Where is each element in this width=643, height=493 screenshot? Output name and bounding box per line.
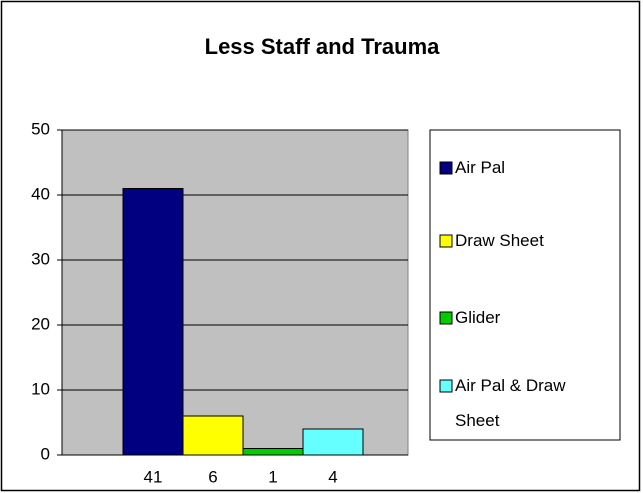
y-tick-label: 0 xyxy=(41,444,50,463)
legend-swatch xyxy=(439,311,453,325)
y-tick-label: 10 xyxy=(31,379,50,398)
y-tick-label: 50 xyxy=(31,119,50,138)
x-tick-label: 1 xyxy=(268,467,277,486)
legend-swatch xyxy=(439,379,453,393)
x-tick-label: 41 xyxy=(144,467,163,486)
legend-swatch xyxy=(439,234,453,248)
y-tick-label: 20 xyxy=(31,314,50,333)
legend-box xyxy=(429,129,621,441)
y-tick-label: 30 xyxy=(31,249,50,268)
plot-area xyxy=(61,129,409,456)
chart-title: Less Staff and Trauma xyxy=(205,34,441,59)
x-tick-label: 4 xyxy=(328,467,337,486)
x-tick-label: 6 xyxy=(208,467,217,486)
bar xyxy=(122,188,184,456)
legend-swatch xyxy=(439,161,453,175)
bar xyxy=(242,448,304,456)
y-tick-label: 40 xyxy=(31,184,50,203)
legend-label: Draw Sheet xyxy=(455,231,544,250)
bar xyxy=(182,415,244,456)
legend-label: Air Pal xyxy=(455,158,506,177)
legend-label: Glider xyxy=(455,308,501,327)
legend-label: Air Pal & Draw Sheet xyxy=(455,376,566,430)
bar xyxy=(302,428,364,456)
